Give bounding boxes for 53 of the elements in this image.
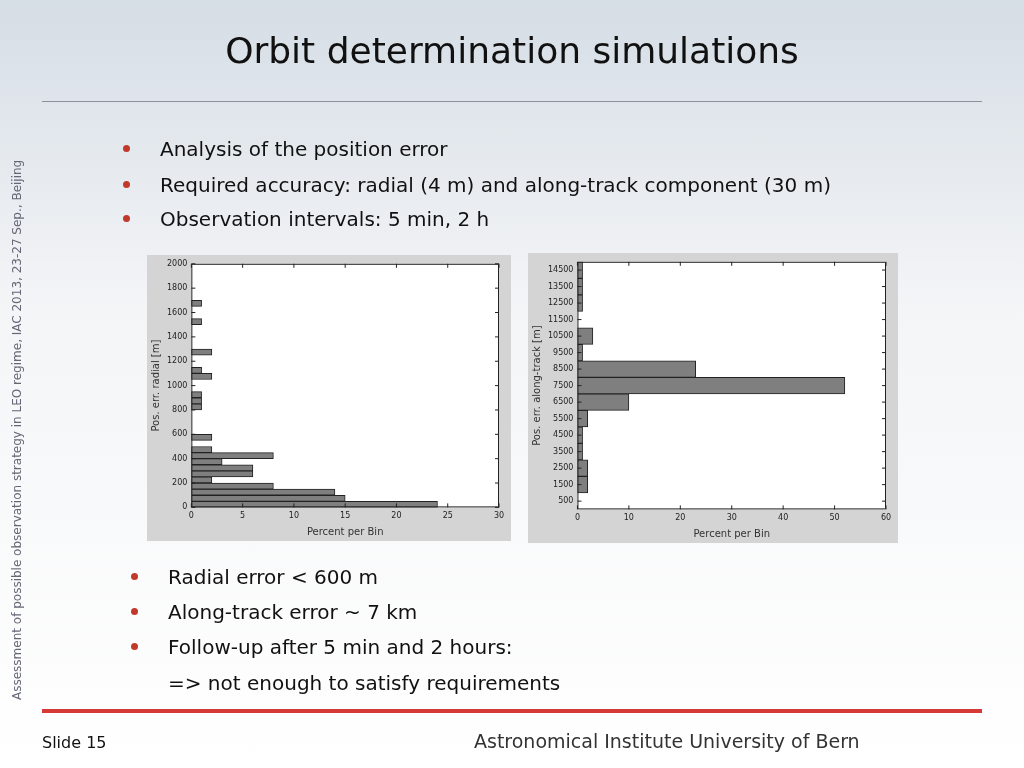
y-tick-label: 5500: [553, 413, 574, 423]
text: Assessment of possible observation strategy in LEO regime, IAC 2013, 23-27 Sep., Beijing: [10, 159, 24, 700]
y-tick-label: 600: [172, 429, 188, 439]
x-tick-label: 25: [442, 511, 453, 521]
text: Observation intervals: 5 min, 2 h: [160, 207, 490, 231]
x-axis-title: Percent per Bin: [693, 527, 771, 539]
y-tick-label: 1000: [167, 380, 188, 390]
x-tick-label: 30: [726, 513, 737, 523]
y-tick-label: 2000: [167, 258, 188, 268]
x-tick-label: 20: [675, 513, 686, 523]
y-tick-label: 8500: [553, 364, 574, 374]
y-tick-label: 1800: [167, 283, 188, 293]
text: Orbit determination simulations: [224, 30, 800, 71]
y-axis-title: Pos. err. along-track [m]: [530, 325, 542, 446]
y-tick-label: 12500: [548, 298, 574, 308]
x-tick-label: 10: [288, 511, 299, 521]
y-tick-label: 3500: [553, 446, 574, 456]
y-tick-label: 10500: [548, 331, 574, 341]
text: Astronomical Institute University of Bern: [474, 730, 860, 752]
y-tick-label: 11500: [548, 314, 574, 324]
x-tick-label: 30: [493, 511, 505, 521]
y-tick-label: 1200: [167, 356, 188, 366]
y-tick-label: 1400: [167, 331, 188, 341]
y-tick-label: 800: [172, 405, 188, 415]
text: => not enough to satisfy requirements: [168, 671, 561, 695]
y-tick-label: 7500: [553, 380, 574, 390]
y-tick-label: 1500: [553, 479, 574, 489]
y-tick-label: 14500: [548, 265, 574, 275]
y-tick-label: 1600: [167, 307, 188, 317]
x-tick-label: 20: [391, 511, 402, 521]
y-tick-label: 13500: [548, 281, 574, 291]
text: Slide 15: [42, 733, 107, 752]
y-tick-label: 400: [172, 453, 188, 463]
text: Along-track error ~ 7 km: [168, 600, 418, 624]
y-tick-label: 6500: [553, 397, 574, 407]
x-tick-label: 50: [829, 513, 840, 523]
y-axis-title: Pos. err. radial [m]: [149, 339, 161, 432]
x-tick-label: 40: [778, 513, 789, 523]
x-tick-label: 10: [623, 513, 634, 523]
text: Analysis of the position error: [160, 137, 448, 161]
x-tick-label: 60: [880, 513, 892, 523]
text: Required accuracy: radial (4 m) and along-track component (30 m): [160, 173, 831, 197]
text: Radial error < 600 m: [168, 565, 379, 589]
y-tick-label: 9500: [553, 347, 574, 357]
x-tick-label: 15: [340, 511, 351, 521]
text: Follow-up after 5 min and 2 hours:: [168, 635, 513, 659]
y-tick-label: 4500: [553, 430, 574, 440]
x-axis-title: Percent per Bin: [306, 525, 384, 537]
y-tick-label: 2500: [553, 463, 574, 473]
x-tick-label: 5: [240, 511, 246, 521]
y-tick-label: 500: [558, 496, 574, 506]
y-tick-label: 0: [182, 502, 188, 512]
y-tick-label: 200: [172, 478, 188, 488]
